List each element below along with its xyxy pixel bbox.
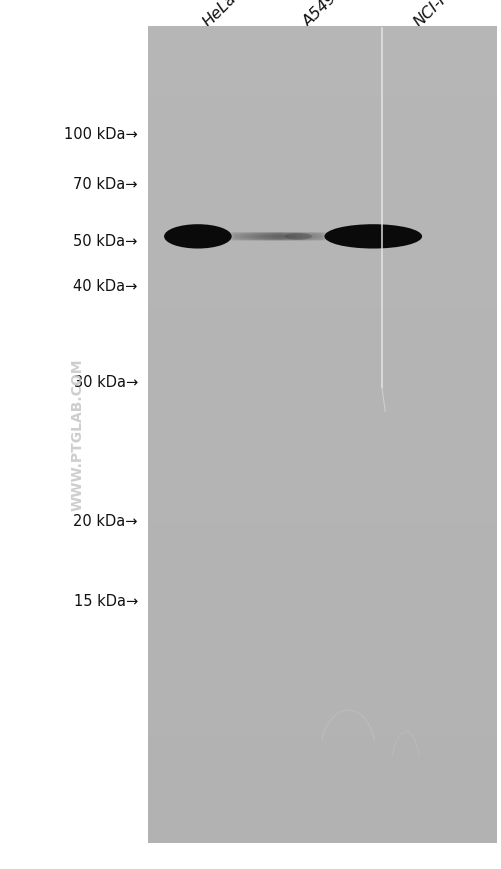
Ellipse shape xyxy=(248,232,255,241)
Ellipse shape xyxy=(305,232,312,241)
Text: 40 kDa→: 40 kDa→ xyxy=(74,279,138,295)
Ellipse shape xyxy=(235,232,242,241)
Ellipse shape xyxy=(324,224,422,249)
Ellipse shape xyxy=(253,232,260,241)
Ellipse shape xyxy=(294,232,301,241)
Ellipse shape xyxy=(247,232,254,241)
Text: 70 kDa→: 70 kDa→ xyxy=(73,176,138,192)
Ellipse shape xyxy=(288,232,295,241)
Ellipse shape xyxy=(278,232,285,241)
Ellipse shape xyxy=(242,232,249,241)
Ellipse shape xyxy=(272,232,279,241)
Ellipse shape xyxy=(291,232,298,241)
Text: NCI-H299: NCI-H299 xyxy=(411,0,475,30)
Ellipse shape xyxy=(280,232,287,241)
Ellipse shape xyxy=(285,232,292,241)
Ellipse shape xyxy=(309,232,316,241)
Ellipse shape xyxy=(237,232,244,241)
Ellipse shape xyxy=(244,232,252,241)
Ellipse shape xyxy=(266,232,273,241)
Ellipse shape xyxy=(289,232,296,241)
Ellipse shape xyxy=(273,232,280,241)
Ellipse shape xyxy=(300,232,307,241)
Ellipse shape xyxy=(268,232,275,241)
Ellipse shape xyxy=(282,232,289,241)
Text: 20 kDa→: 20 kDa→ xyxy=(73,514,138,529)
Ellipse shape xyxy=(295,232,302,241)
Text: 50 kDa→: 50 kDa→ xyxy=(74,234,138,249)
Ellipse shape xyxy=(265,232,272,241)
Ellipse shape xyxy=(270,232,276,241)
Ellipse shape xyxy=(299,232,306,241)
Ellipse shape xyxy=(239,232,246,241)
Ellipse shape xyxy=(274,232,281,241)
Ellipse shape xyxy=(302,232,309,241)
Ellipse shape xyxy=(275,232,282,241)
Ellipse shape xyxy=(307,232,314,241)
Ellipse shape xyxy=(284,232,291,241)
Ellipse shape xyxy=(306,232,313,241)
Ellipse shape xyxy=(259,232,266,241)
Ellipse shape xyxy=(260,232,267,241)
Text: A549: A549 xyxy=(301,0,341,30)
Ellipse shape xyxy=(267,232,274,241)
Text: 15 kDa→: 15 kDa→ xyxy=(74,594,138,609)
Ellipse shape xyxy=(250,232,258,241)
Ellipse shape xyxy=(164,224,231,249)
Ellipse shape xyxy=(241,232,248,241)
Ellipse shape xyxy=(236,232,243,241)
Ellipse shape xyxy=(298,232,305,241)
Ellipse shape xyxy=(296,232,303,241)
Text: 30 kDa→: 30 kDa→ xyxy=(74,375,138,390)
Ellipse shape xyxy=(281,232,288,241)
Ellipse shape xyxy=(271,232,278,241)
Text: 100 kDa→: 100 kDa→ xyxy=(64,127,138,143)
Ellipse shape xyxy=(293,232,300,241)
Ellipse shape xyxy=(279,232,286,241)
Ellipse shape xyxy=(249,232,257,241)
Text: WWW.PTGLAB.COM: WWW.PTGLAB.COM xyxy=(71,358,85,511)
Ellipse shape xyxy=(261,232,268,241)
Ellipse shape xyxy=(255,232,262,241)
Ellipse shape xyxy=(284,233,312,240)
Ellipse shape xyxy=(312,232,319,241)
Ellipse shape xyxy=(287,232,294,241)
Ellipse shape xyxy=(301,232,308,241)
Ellipse shape xyxy=(252,232,259,241)
Ellipse shape xyxy=(243,232,250,241)
Text: HeLa: HeLa xyxy=(200,0,239,30)
Ellipse shape xyxy=(314,232,321,241)
Ellipse shape xyxy=(315,232,322,241)
Ellipse shape xyxy=(310,232,317,241)
Ellipse shape xyxy=(262,232,269,241)
Ellipse shape xyxy=(257,232,264,241)
Ellipse shape xyxy=(286,232,293,241)
Ellipse shape xyxy=(277,232,283,241)
Ellipse shape xyxy=(264,232,271,241)
Ellipse shape xyxy=(240,232,247,241)
Ellipse shape xyxy=(258,232,265,241)
Ellipse shape xyxy=(254,232,261,241)
Ellipse shape xyxy=(308,232,315,241)
Ellipse shape xyxy=(303,232,310,241)
Ellipse shape xyxy=(246,232,253,241)
Ellipse shape xyxy=(313,232,320,241)
Bar xyxy=(148,26,496,843)
Ellipse shape xyxy=(292,232,299,241)
